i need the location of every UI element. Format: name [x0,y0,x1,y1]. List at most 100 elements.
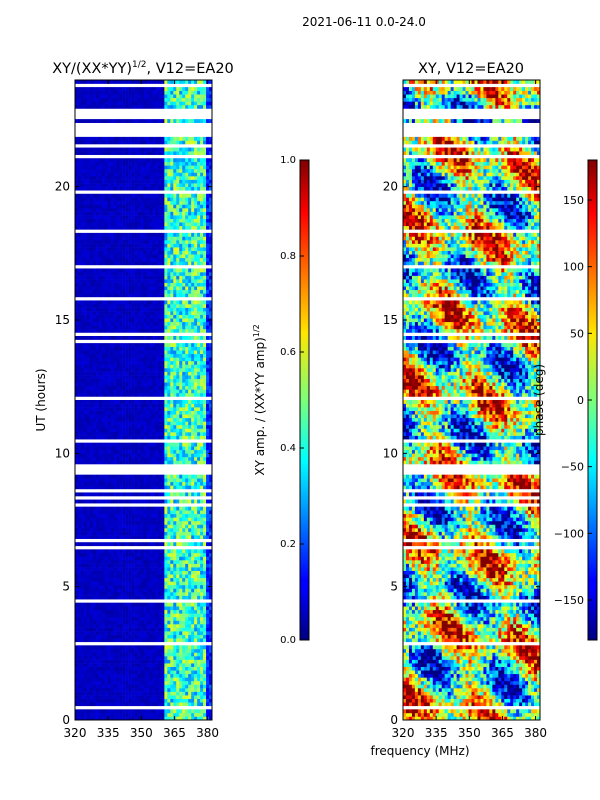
heatmap-cell [188,289,192,294]
heatmap-cell [164,563,168,568]
heatmap-cell [164,648,168,653]
heatmap-cell [83,435,88,440]
heatmap-cell [125,282,129,287]
heatmap-cell [86,688,91,692]
heatmap-cell [179,659,183,664]
heatmap-cell [182,620,186,625]
heatmap-cell [119,584,123,589]
heatmap-cell [161,499,165,504]
heatmap-cell [179,698,183,703]
heatmap-cell [149,680,153,685]
heatmap-cell [131,417,135,422]
heatmap-cell [86,474,91,479]
heatmap-cell [194,442,198,447]
heatmap-cell [143,577,147,582]
heatmap-cell [164,449,168,454]
heatmap-cell [101,474,106,479]
heatmap-cell [200,307,204,312]
heatmap-cell [197,588,201,593]
heatmap-cell [107,673,112,678]
heatmap-cell [182,652,186,657]
heatmap-cell [206,289,210,294]
heatmap-cell [89,506,94,511]
heatmap-cell [179,368,183,372]
heatmap-cell [140,673,144,678]
heatmap-cell [155,492,159,497]
heatmap-cell [125,670,129,675]
heatmap-cell [116,382,120,387]
heatmap-cell [134,666,138,671]
heatmap-cell [191,321,195,326]
heatmap-cell [149,478,153,483]
heatmap-cell [113,400,117,404]
heatmap-cell [137,709,141,714]
heatmap-cell [167,417,171,422]
heatmap-cell [134,560,138,564]
heatmap-cell [110,328,115,333]
heatmap-cell [75,712,79,717]
heatmap-cell [203,403,207,408]
heatmap-cell [194,584,198,589]
heatmap-cell [146,638,150,643]
heatmap-cell [209,645,212,650]
heatmap-cell [209,424,212,429]
heatmap-cell [86,627,91,632]
heatmap-cell [158,346,162,351]
heatmap-cell [179,645,183,650]
heatmap-cell [107,581,112,586]
heatmap-cell [149,584,153,589]
heatmap-cell [140,474,144,479]
heatmap-cell [107,499,112,504]
heatmap-cell [98,279,103,283]
heatmap-cell [173,677,177,682]
heatmap-cell [75,520,79,525]
heatmap-cell [143,453,147,458]
heatmap-cell [131,535,135,539]
heatmap-cell [128,524,132,529]
heatmap-cell [125,638,129,643]
heatmap-cell [137,360,141,365]
heatmap-cell [206,407,210,411]
heatmap-cell [113,648,117,653]
heatmap-cell [122,638,126,643]
heatmap-cell [206,616,210,621]
heatmap-cell [185,513,189,518]
heatmap-cell [167,606,171,611]
heatmap-cell [98,275,103,280]
heatmap-cell [146,321,150,326]
heatmap-cell [194,698,198,703]
heatmap-cell [137,695,141,699]
heatmap-cell [137,616,141,621]
heatmap-cell [140,648,144,653]
heatmap-cell [173,634,177,639]
heatmap-cell [176,492,180,497]
heatmap-cell [182,673,186,678]
heatmap-cell [89,311,94,315]
heatmap-cell [179,492,183,497]
heatmap-cell [77,403,82,408]
heatmap-cell [89,321,94,326]
heatmap-cell [92,304,97,308]
heatmap-cell [110,460,115,465]
heatmap-cell [209,364,212,369]
heatmap-cell [80,702,85,707]
heatmap-cell [137,403,141,408]
heatmap-cell [149,677,153,682]
heatmap-cell [152,492,156,497]
heatmap-cell [179,535,183,539]
heatmap-cell [98,382,103,387]
heatmap-cell [206,375,210,379]
heatmap-cell [200,428,204,433]
heatmap-cell [206,389,210,394]
heatmap-cell [80,691,85,696]
heatmap-cell [182,691,186,696]
heatmap-cell [209,325,212,330]
heatmap-cell [191,389,195,394]
heatmap-cell [104,446,109,451]
heatmap-cell [137,307,141,312]
heatmap-cell [80,435,85,440]
heatmap-cell [98,453,103,458]
heatmap-cell [188,510,192,515]
heatmap-cell [125,680,129,685]
heatmap-cell [197,584,201,589]
